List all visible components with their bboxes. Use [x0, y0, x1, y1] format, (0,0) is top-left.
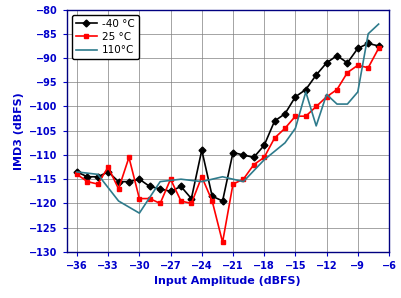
-40 °C: [199, 148, 204, 152]
-40 °C: [74, 170, 79, 174]
-40 °C: [116, 180, 121, 183]
-40 °C: [375, 44, 380, 48]
-40 °C: [209, 194, 214, 198]
-40 °C: [230, 151, 235, 154]
25 °C: [344, 71, 349, 74]
-40 °C: [334, 54, 338, 58]
110°C: [220, 175, 225, 179]
X-axis label: Input Amplitude (dBFS): Input Amplitude (dBFS): [154, 277, 300, 286]
-40 °C: [365, 42, 370, 45]
110°C: [240, 180, 245, 183]
25 °C: [354, 63, 359, 67]
25 °C: [74, 173, 79, 176]
25 °C: [323, 95, 328, 99]
-40 °C: [95, 175, 100, 179]
-40 °C: [178, 185, 183, 188]
25 °C: [375, 46, 380, 50]
25 °C: [334, 88, 338, 91]
25 °C: [230, 182, 235, 186]
-40 °C: [240, 153, 245, 157]
-40 °C: [251, 156, 255, 159]
110°C: [178, 177, 183, 181]
110°C: [157, 180, 162, 183]
25 °C: [157, 202, 162, 205]
-40 °C: [344, 61, 349, 65]
110°C: [375, 22, 380, 26]
25 °C: [168, 177, 172, 181]
110°C: [199, 180, 204, 183]
-40 °C: [157, 187, 162, 191]
25 °C: [199, 175, 204, 179]
25 °C: [220, 240, 225, 244]
25 °C: [188, 202, 193, 205]
-40 °C: [313, 73, 318, 77]
Line: 110°C: 110°C: [77, 24, 378, 213]
-40 °C: [271, 119, 276, 123]
Line: -40 °C: -40 °C: [74, 41, 380, 204]
110°C: [292, 127, 297, 130]
25 °C: [85, 180, 89, 183]
-40 °C: [282, 112, 287, 116]
25 °C: [303, 114, 308, 118]
25 °C: [147, 197, 152, 200]
110°C: [74, 170, 79, 174]
-40 °C: [147, 185, 152, 188]
110°C: [95, 173, 100, 176]
-40 °C: [105, 170, 110, 174]
110°C: [344, 102, 349, 106]
25 °C: [240, 177, 245, 181]
-40 °C: [292, 95, 297, 99]
-40 °C: [354, 46, 359, 50]
25 °C: [292, 114, 297, 118]
25 °C: [95, 182, 100, 186]
110°C: [303, 90, 308, 94]
25 °C: [116, 187, 121, 191]
110°C: [323, 93, 328, 96]
25 °C: [365, 66, 370, 69]
-40 °C: [220, 199, 225, 203]
-40 °C: [323, 61, 328, 65]
25 °C: [178, 199, 183, 203]
25 °C: [251, 163, 255, 167]
25 °C: [105, 165, 110, 169]
25 °C: [282, 127, 287, 130]
-40 °C: [137, 177, 142, 181]
-40 °C: [261, 143, 266, 147]
110°C: [365, 32, 370, 35]
25 °C: [261, 156, 266, 159]
25 °C: [271, 136, 276, 140]
25 °C: [209, 199, 214, 203]
25 °C: [126, 156, 131, 159]
110°C: [282, 141, 287, 145]
-40 °C: [168, 190, 172, 193]
110°C: [313, 124, 318, 128]
-40 °C: [303, 88, 308, 91]
110°C: [334, 102, 338, 106]
Y-axis label: IMD3 (dBFS): IMD3 (dBFS): [14, 92, 24, 170]
-40 °C: [188, 197, 193, 200]
110°C: [137, 211, 142, 215]
25 °C: [313, 105, 318, 108]
Line: 25 °C: 25 °C: [74, 46, 380, 245]
25 °C: [137, 197, 142, 200]
110°C: [116, 199, 121, 203]
-40 °C: [85, 175, 89, 179]
-40 °C: [126, 180, 131, 183]
110°C: [354, 90, 359, 94]
110°C: [261, 158, 266, 162]
Legend: -40 °C, 25 °C, 110°C: -40 °C, 25 °C, 110°C: [72, 15, 138, 59]
